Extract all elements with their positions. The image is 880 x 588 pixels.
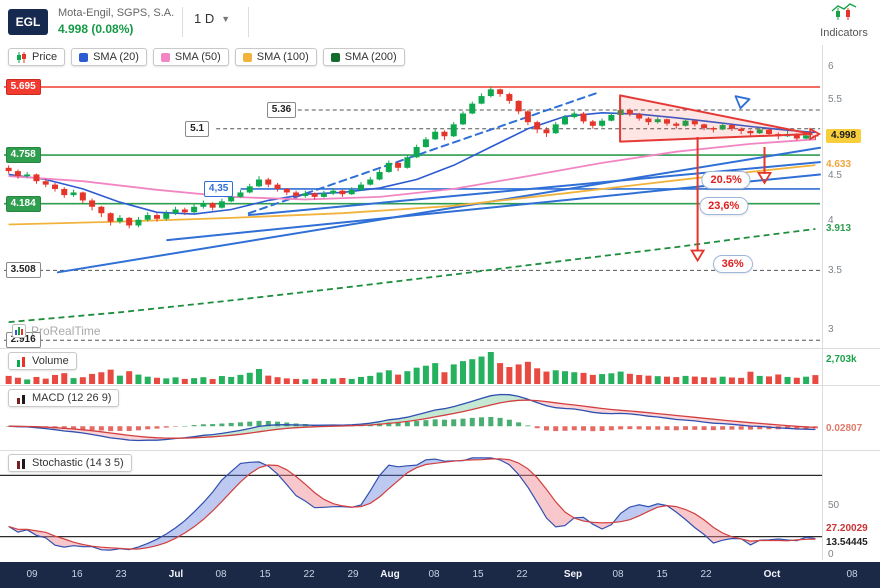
x-axis-tick-15: 15 [472, 569, 484, 580]
chevron-down-icon: ▼ [221, 13, 231, 24]
legend-sma200-chip[interactable]: SMA (200) [322, 48, 405, 66]
stoch-k-value: 13.54445 [826, 537, 868, 549]
x-axis-tick-15: 15 [259, 569, 271, 580]
y-axis-tick-3: 3 [828, 323, 834, 335]
legend-price-chip[interactable]: Price [8, 48, 66, 66]
y-axis-tick-4: 4 [828, 214, 834, 226]
price-line-label-435[interactable]: 4,35 [203, 180, 234, 197]
price-line-label-536[interactable]: 5.36 [266, 101, 297, 118]
price-tag-3913: 3.913 [826, 223, 852, 234]
price-line-label-4184[interactable]: 4.184 [5, 195, 41, 212]
y-axis-tick-4.5: 4.5 [828, 170, 842, 182]
volume-icon [17, 356, 25, 367]
x-axis-tick-08: 08 [215, 569, 227, 580]
fib-label-236[interactable]: 23,6% [699, 196, 749, 215]
x-axis-tick-22: 22 [516, 569, 528, 580]
x-axis-tick-Jul: Jul [168, 569, 184, 580]
watermark-text: ProRealTime [31, 324, 101, 338]
stoch-level-50: 50 [828, 500, 840, 511]
x-axis-tick-08: 08 [612, 569, 624, 580]
y-axis-tick-5.5: 5.5 [828, 94, 842, 106]
legend-row: Price SMA (20) SMA (50) SMA (100) SMA (2… [8, 48, 405, 66]
price-line-label-5695[interactable]: 5.695 [5, 79, 41, 95]
prorealtime-logo-icon [12, 324, 26, 338]
price-value: 4.998 [58, 22, 89, 36]
macd-icon [17, 394, 25, 404]
header: EGL Mota-Engil, SGPS, S.A. 4.998 (0.08%)… [0, 0, 880, 45]
legend-sma50-label: SMA (50) [174, 51, 221, 63]
macd-label: MACD (12 26 9) [32, 392, 112, 404]
sma100-swatch-icon [242, 52, 252, 62]
price-line-label-4758[interactable]: 4.758 [5, 147, 41, 164]
header-separator-2 [248, 7, 249, 37]
price-line-label-51[interactable]: 5.1 [185, 120, 210, 137]
x-axis-tick-29: 29 [347, 569, 359, 580]
volume-legend[interactable]: Volume [8, 352, 77, 370]
x-axis-tick-Oct: Oct [763, 569, 781, 580]
stoch-d-value: 27.20029 [826, 523, 868, 535]
last-price: 4.998 (0.08%) [58, 22, 133, 36]
x-axis-tick-Sep: Sep [563, 569, 583, 580]
watermark: ProRealTime [12, 324, 101, 338]
x-axis-tick-08: 08 [428, 569, 440, 580]
stoch-level-0: 0 [828, 549, 834, 560]
x-axis-tick-16: 16 [71, 569, 83, 580]
price-tag-4998: 4.998 [826, 129, 862, 144]
legend-sma20-label: SMA (20) [93, 51, 139, 63]
x-axis-tick-Aug: Aug [380, 569, 400, 580]
indicators-label: Indicators [820, 27, 868, 39]
timeframe-value: 1 D [194, 11, 215, 26]
timeframe-dropdown[interactable]: 1 D ▼ [194, 11, 230, 26]
price-candles-icon [17, 51, 26, 63]
price-change: (0.08%) [91, 22, 134, 36]
fib-label-36[interactable]: 36% [712, 254, 753, 273]
x-axis-tick-08: 08 [846, 569, 858, 580]
volume-label: Volume [32, 355, 69, 367]
x-axis-tick-22: 22 [303, 569, 315, 580]
fib-label-205[interactable]: 20.5% [701, 171, 751, 190]
legend-sma200-label: SMA (200) [344, 51, 397, 63]
ticker-badge[interactable]: EGL [8, 9, 48, 35]
stochastic-legend[interactable]: Stochastic (14 3 5) [8, 454, 132, 472]
candlestick-icon [831, 3, 857, 20]
x-axis-tick-22: 22 [700, 569, 712, 580]
x-axis-tick-15: 15 [656, 569, 668, 580]
volume-value: 2,703k [826, 354, 857, 365]
legend-sma20-chip[interactable]: SMA (20) [71, 48, 147, 66]
instrument-name: Mota-Engil, SGPS, S.A. [58, 7, 175, 19]
macd-value: 0.02807 [826, 423, 863, 435]
price-line-label-3508[interactable]: 3.508 [5, 262, 41, 279]
legend-sma100-chip[interactable]: SMA (100) [234, 48, 317, 66]
y-axis-tick-6: 6 [828, 61, 834, 73]
stochastic-label: Stochastic (14 3 5) [32, 457, 124, 469]
legend-price-label: Price [32, 51, 58, 63]
time-axis[interactable]: 09 16 23 Jul 08 15 22 29 Aug 08 15 22 Sep 08 15 22 Oct 08 [0, 562, 880, 588]
macd-legend[interactable]: MACD (12 26 9) [8, 389, 120, 407]
price-tag-4633: 4.633 [826, 159, 852, 171]
legend-sma50-chip[interactable]: SMA (50) [152, 48, 229, 66]
indicators-button[interactable]: Indicators [814, 3, 874, 39]
sma200-swatch-icon [330, 52, 340, 62]
stochastic-icon [17, 458, 25, 469]
sma20-swatch-icon [79, 52, 89, 62]
legend-sma100-label: SMA (100) [256, 51, 309, 63]
x-axis-tick-23: 23 [115, 569, 127, 580]
x-axis-tick-09: 09 [26, 569, 38, 580]
y-axis-tick-3.5: 3.5 [828, 265, 842, 277]
header-separator [182, 7, 183, 37]
sma50-swatch-icon [160, 52, 170, 62]
